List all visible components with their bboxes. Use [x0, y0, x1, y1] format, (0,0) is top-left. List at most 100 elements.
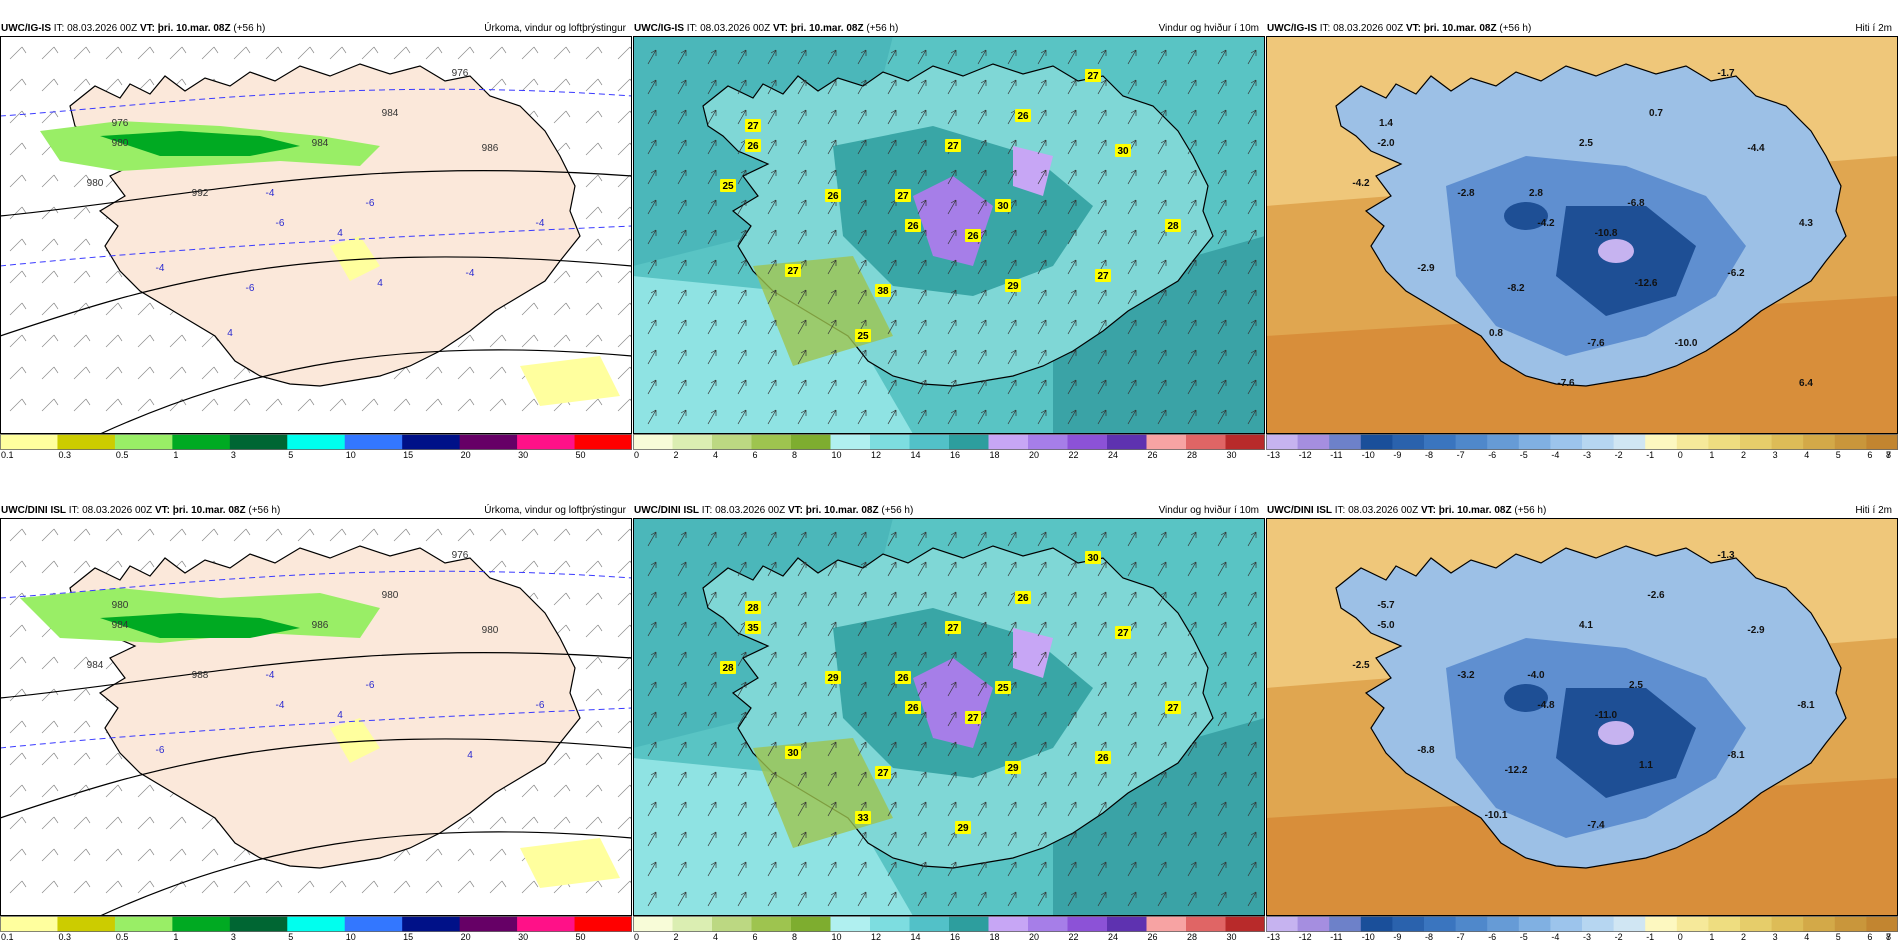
- colorbar-wind: [633, 916, 1265, 932]
- map-label: -5.7: [1377, 600, 1395, 611]
- colorbar-tick-label: 3: [1772, 450, 1778, 460]
- valid-time: þri. 10.mar. 08Z: [1423, 23, 1497, 34]
- map-wind[interactable]: 30 28 28 26 35 27 27 29 26 27 25 26 30 27 26 27 29 33 29: [633, 518, 1265, 916]
- colorbar-swatch: [1740, 916, 1773, 932]
- colorbar-tick-label: 15: [403, 450, 414, 460]
- panel-title: Úrkoma, vindur og loftþrýstingur: [484, 505, 626, 516]
- colorbar-swatch: [1146, 916, 1187, 932]
- map-label: -6: [156, 745, 165, 756]
- map-label: 25: [855, 329, 871, 342]
- colorbar-precip: [0, 916, 632, 932]
- svg-text:4.1: 4.1: [1579, 620, 1593, 631]
- colorbar-swatch: [791, 434, 831, 450]
- colorbar-swatch: [1676, 434, 1709, 450]
- colorbar-tick-label: 50: [575, 932, 586, 942]
- map-label: 980: [382, 590, 399, 601]
- map-label: -1.7: [1717, 68, 1735, 79]
- svg-text:-7.6: -7.6: [1587, 338, 1605, 349]
- colorbar-swatch: [1803, 434, 1836, 450]
- svg-text:984: 984: [112, 620, 129, 631]
- colorbar-tick-label: -6: [1488, 450, 1497, 460]
- map-label: 1.4: [1379, 118, 1393, 129]
- colorbar-swatch: [1360, 916, 1393, 932]
- colorbar-ticks: 0 2 4 6 8 10 12 14 16 18 20 22 24 26 28 30: [633, 450, 1265, 462]
- colorbar-swatch: [1708, 434, 1741, 450]
- colorbar-tick-label: 3: [230, 932, 236, 942]
- valid-time: þri. 10.mar. 08Z: [790, 23, 864, 34]
- colorbar-temp: [1266, 916, 1898, 932]
- svg-text:-6: -6: [366, 680, 375, 691]
- svg-text:25: 25: [857, 331, 869, 342]
- map-label: -4: [266, 670, 275, 681]
- svg-text:27: 27: [747, 121, 759, 132]
- colorbar-tick-label: 0.1: [1, 932, 14, 942]
- colorbar-swatch: [1613, 916, 1646, 932]
- colorbar-tick-label: 1: [1709, 450, 1715, 460]
- init-time: 08.03.2026 00Z: [1348, 505, 1419, 516]
- map-label: -4.0: [1527, 670, 1545, 681]
- panel-title: Vindur og hviður í 10m: [1158, 23, 1259, 34]
- map-label: -2.6: [1647, 590, 1665, 601]
- colorbar-ticks: 0 2 4 6 8 10 12 14 16 18 20 22 24 26 28 30: [633, 932, 1265, 944]
- map-label: 976: [452, 550, 469, 561]
- colorbar-swatch: [712, 916, 752, 932]
- colorbar-tick-label: 5: [288, 450, 294, 460]
- valid-time: þri. 10.mar. 08Z: [805, 505, 879, 516]
- colorbar-swatch: [949, 434, 989, 450]
- map-label: -7.6: [1557, 378, 1575, 389]
- map-label: 27: [1085, 69, 1101, 82]
- map-label: 4: [377, 278, 383, 289]
- map-precip[interactable]: 976 976 980 984 980 984 986 992 -4 -4 -6 -6 -4 4 -4 -6 4…: [0, 36, 632, 434]
- colorbar-swatch: [1186, 916, 1226, 932]
- map-label: 29: [955, 821, 971, 834]
- colorbar-swatch: [172, 916, 231, 932]
- colorbar-swatch: [1518, 916, 1551, 932]
- panel-temp-1: UWC/DINI ISL IT: 08.03.2026 00Z VT: þri.…: [1266, 482, 1899, 952]
- colorbar-tick-label: 8: [792, 932, 798, 942]
- map-label: 27: [785, 264, 801, 277]
- map-label: 992: [192, 188, 209, 199]
- colorbar-swatch: [1582, 916, 1615, 932]
- colorbar-tick-label: 6: [1867, 450, 1873, 460]
- map-wind[interactable]: 27 27 25 26 26 27 30 26 27 28 30 26 27 26 27 38 29 25: [633, 36, 1265, 434]
- it-label: IT:: [53, 23, 65, 34]
- colorbar-ticks: -13 -12 -11 -10 -9 -8 -7 -6 -5 -4 -3 -2 -1 0 1 2 3 4 5 6 7 8: [1266, 932, 1898, 944]
- svg-text:988: 988: [192, 670, 209, 681]
- lead-time: (+56 h): [233, 23, 266, 34]
- colorbar-tick-label: 2: [673, 450, 679, 460]
- colorbar-tick-label: -11: [1330, 932, 1343, 942]
- map-label: 4: [227, 328, 233, 339]
- map-label: 27: [945, 621, 961, 634]
- colorbar-tick-label: 10: [831, 932, 842, 942]
- colorbar-swatch: [229, 916, 288, 932]
- colorbar-tick-label: -5: [1519, 932, 1528, 942]
- map-label: 6.4: [1799, 378, 1813, 389]
- map-label: -6.8: [1627, 198, 1645, 209]
- svg-text:-6: -6: [366, 198, 375, 209]
- map-precip[interactable]: 976 980 984 980 984 986 980 988 -4 -6 -6 -4 -6 4 4: [0, 518, 632, 916]
- map-temp[interactable]: -1.3 -5.7 -2.5 -2.6 -5.0 4.1 -2.9 -3.2 -4.0 -8.1 2…: [1266, 518, 1898, 916]
- map-label: -2.5: [1352, 660, 1370, 671]
- map-label: -4: [276, 700, 285, 711]
- colorbar-tick-label: 2: [1741, 932, 1747, 942]
- map-label: 26: [1015, 109, 1031, 122]
- colorbar-tick-label: 0: [1677, 450, 1683, 460]
- map-temp[interactable]: -1.7 1.4 -4.2 0.7 -2.0 2.5 -4.4 -2.8 2.8 4.3 -6.8 -…: [1266, 36, 1898, 434]
- svg-text:27: 27: [787, 266, 799, 277]
- map-label: -6.2: [1727, 268, 1745, 279]
- map-label: 38: [875, 284, 891, 297]
- map-label: -10.0: [1675, 338, 1698, 349]
- colorbar-swatch: [0, 434, 58, 450]
- map-label: 27: [1095, 269, 1111, 282]
- svg-text:35: 35: [747, 623, 759, 634]
- svg-text:-4.4: -4.4: [1747, 143, 1765, 154]
- panel-header: UWC/IG-IS IT: 08.03.2026 00Z VT: þri. 10…: [1266, 22, 1896, 36]
- svg-text:2.5: 2.5: [1629, 680, 1643, 691]
- lead-time: (+56 h): [248, 505, 281, 516]
- map-label: 988: [192, 670, 209, 681]
- svg-text:4: 4: [337, 228, 343, 239]
- it-label: IT:: [1319, 23, 1331, 34]
- colorbar-swatch: [1834, 434, 1867, 450]
- map-label: 29: [825, 671, 841, 684]
- model-name: UWC/DINI ISL: [1267, 505, 1332, 516]
